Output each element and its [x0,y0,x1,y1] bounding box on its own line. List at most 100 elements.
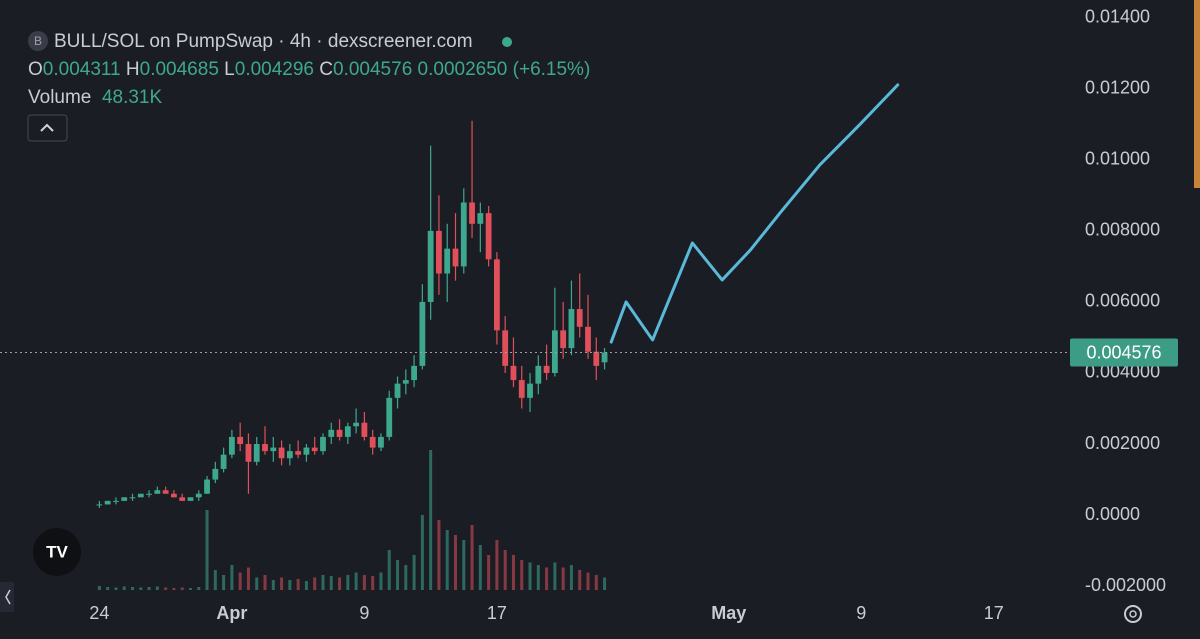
change: 0.0002650 [417,59,508,80]
candle-body [262,444,268,452]
y-tick-label: 0.004000 [1085,362,1160,382]
settings-icon[interactable] [1124,605,1142,623]
candle-body [212,468,219,480]
volume-bar [346,575,350,590]
candle-body [104,500,111,505]
token-icon: B [28,31,48,51]
volume-bar [362,575,366,590]
volume-bar [561,567,565,590]
volume-bar [304,581,308,590]
candle-body [436,230,442,274]
volume-bar [321,575,325,590]
candle-body [245,444,252,462]
scroll-left[interactable] [0,582,14,612]
ohlc-value: 0.004311 [42,59,121,80]
y-tick-label: -0.002000 [1085,575,1166,595]
candle-body [518,380,525,398]
candle-body [311,447,318,452]
candle-body [187,497,194,501]
volume-bar [106,587,110,590]
volume-bar [205,510,209,590]
volume-bar [404,565,408,590]
volume-bar [271,580,275,590]
x-tick-label: 24 [89,603,109,623]
candle-body [353,422,360,427]
candle-body [171,493,177,498]
volume-bar [288,580,292,590]
volume-bar [97,586,101,590]
volume-bar [114,587,118,590]
volume-bar [520,560,524,590]
volume-bar [230,565,234,590]
ohlc-value: 0.004685 [139,59,219,80]
candle-body [477,213,484,224]
ohlc-value: 0.004576 [333,59,413,80]
candle-body [427,230,434,302]
candle-body [494,259,500,331]
tv-logo[interactable] [33,528,81,576]
volume-bar [412,555,416,590]
volume-bar [238,572,242,590]
y-tick-label: 0.008000 [1085,220,1160,240]
candle-body [543,365,550,373]
collapse-button[interactable] [27,114,68,142]
volume-bar [188,588,192,590]
candle-body [328,429,335,437]
volume-bar [586,572,590,590]
y-tick-label: 0.0000 [1085,504,1140,524]
volume-bar [280,577,284,590]
ohlc-key: H [125,59,140,80]
x-tick-label: 17 [487,603,507,623]
candle-body [411,365,417,381]
volume-bar [329,576,333,590]
volume-bar [164,587,168,590]
x-tick-label: 9 [856,603,866,623]
collapse-icon [40,123,54,132]
volume-bar [155,586,159,590]
candle-body [146,493,152,495]
volume-bar [313,577,317,590]
volume-bar [487,555,491,590]
scroll-left-icon [5,589,11,605]
volume-bar [578,570,582,590]
y-tick-label: 0.01200 [1085,78,1150,98]
candle-body [585,326,591,352]
volume-bar [354,572,358,590]
volume-bar [263,575,267,590]
candle-body [154,490,161,494]
volume-bar [553,562,557,590]
y-tick-label: 0.01000 [1085,149,1150,169]
ohlc-key: O [28,59,43,80]
volume-bar [511,555,515,590]
candle-body [444,248,451,274]
volume-bar [396,560,400,590]
candle-body [320,436,326,452]
volume-bar [172,588,176,590]
settings-icon-center [1129,610,1137,618]
y-tick-label: 0.002000 [1085,433,1160,453]
volume-bar [437,520,441,590]
candle-body [460,202,467,267]
volume-bar [478,545,482,590]
tv-logo-text: TV [46,542,68,561]
candle-body [113,500,119,502]
candle-body [121,497,128,501]
candle-body [568,309,575,349]
volume-bar [122,586,126,590]
candle-body [510,365,517,381]
volume-bar [495,540,499,590]
candle-body [237,436,244,445]
candle-body [502,330,509,366]
candle-body [129,497,136,499]
ohlc-value: 0.004296 [234,59,314,80]
volume-bar [470,525,474,590]
candle-body [576,309,583,327]
ohlc-key: C [319,59,334,80]
candle-body [394,383,401,398]
volume-bar [462,540,466,590]
candle-body [560,330,567,349]
candle-body [535,365,542,384]
candle-body [402,380,409,384]
